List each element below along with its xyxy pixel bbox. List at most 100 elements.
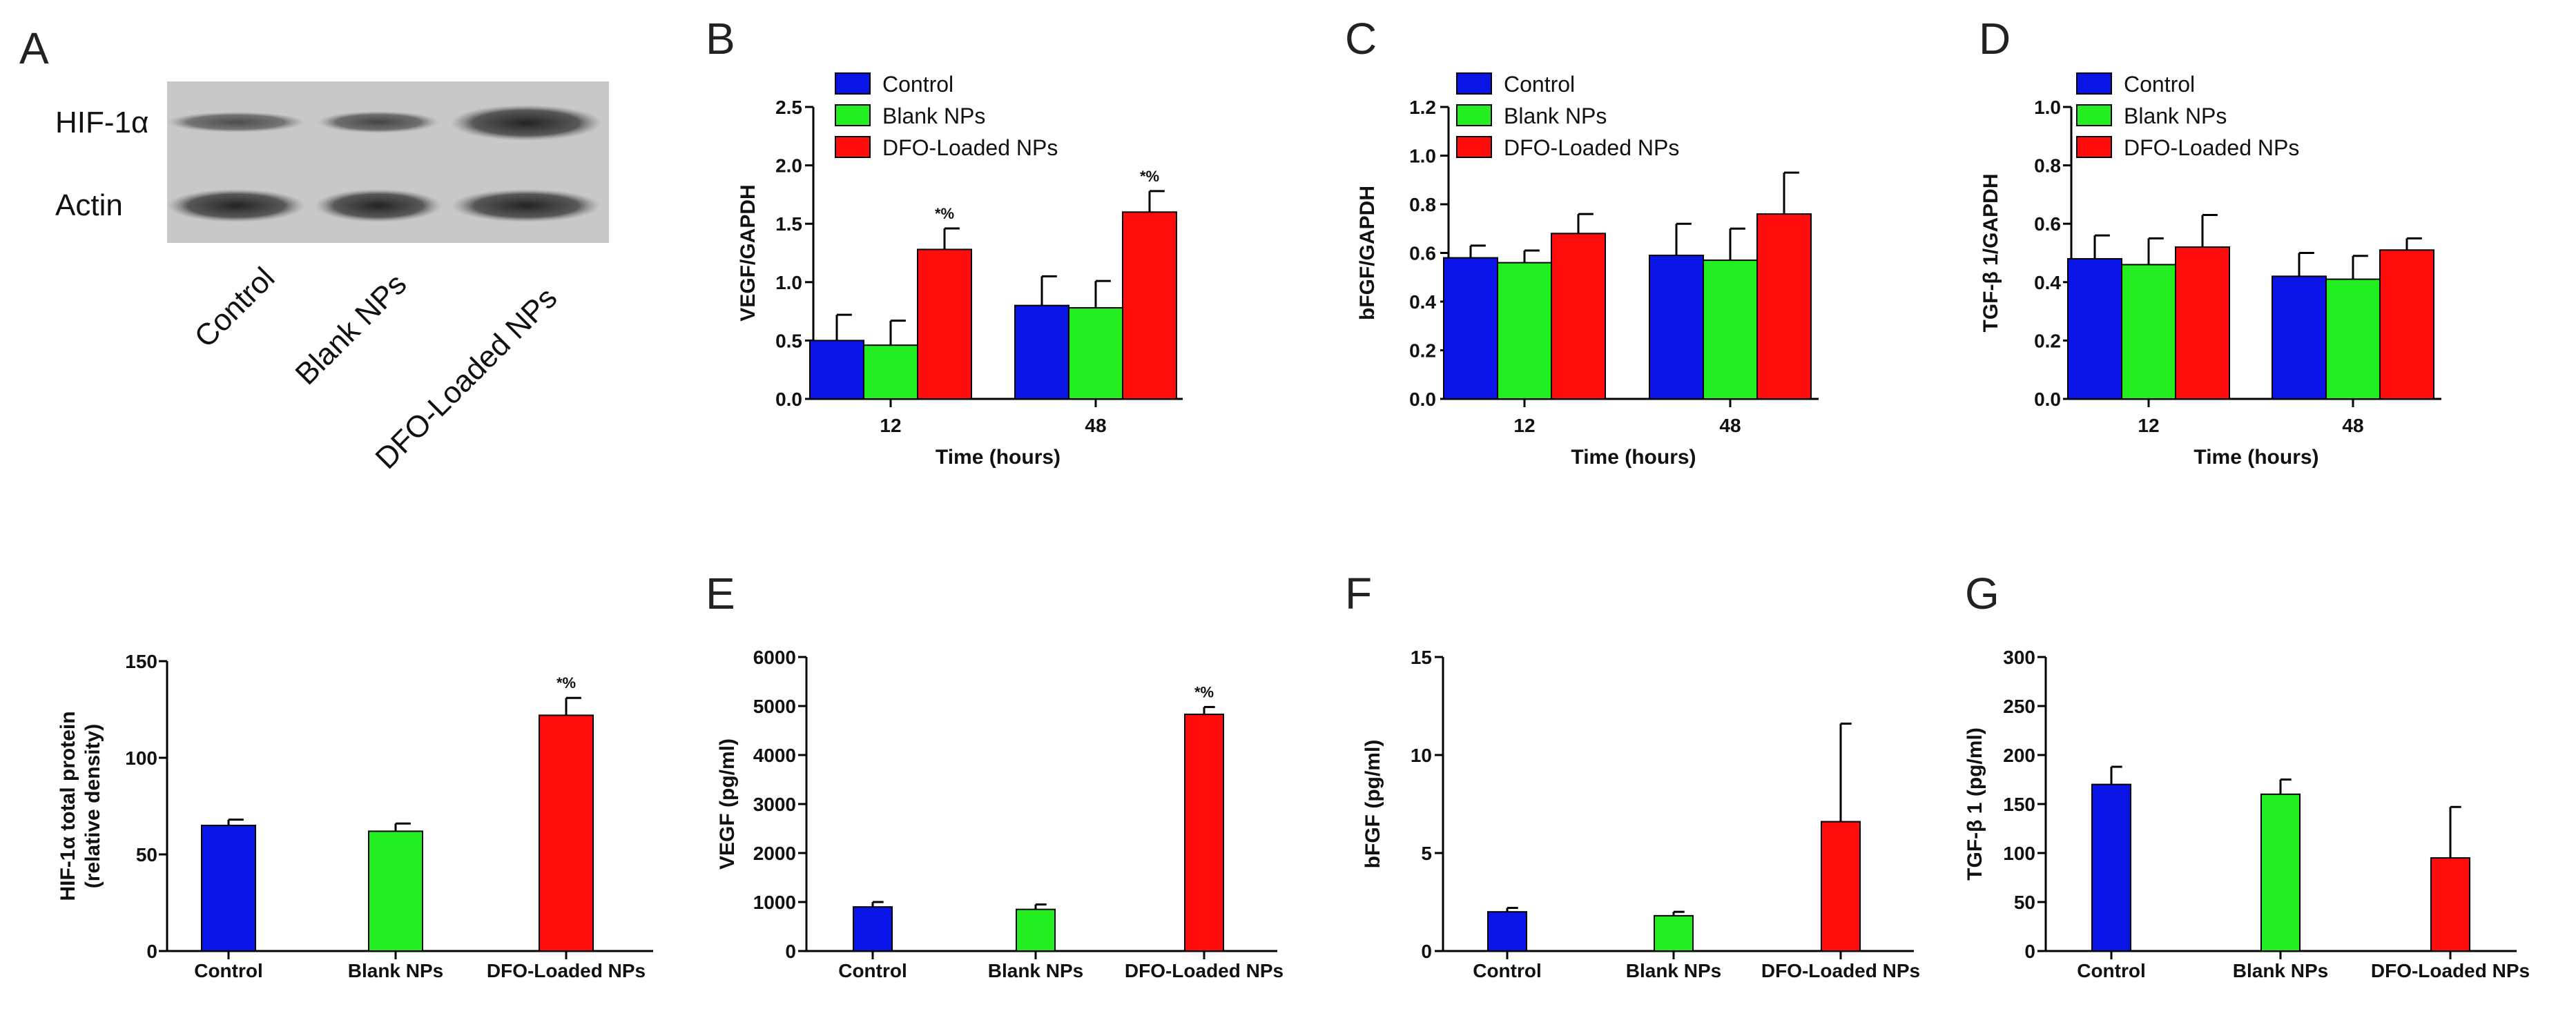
y-tick-label: 5 (1421, 843, 1432, 864)
legend-label-blank-nps: Blank NPs (1504, 104, 1607, 128)
y-tick-label: 2.0 (775, 155, 802, 177)
panel-letter-b: B (706, 14, 735, 63)
x-tick-label: 12 (880, 415, 901, 436)
y-tick-label: 100 (2003, 843, 2035, 864)
bar-control-12 (809, 340, 864, 400)
bar-dfo-loaded-nps-48 (1122, 211, 1177, 400)
annotation-dfo-loaded-nps: *% (556, 674, 576, 692)
y-tick-label: 0.2 (2034, 330, 2061, 351)
western-blot: HIF-1α Actin Control Blank NPs DFO-Loade… (55, 81, 609, 476)
y-tick-label: 5000 (753, 696, 796, 717)
annotation-dfo-loaded-nps-12: *% (935, 205, 954, 222)
legend-label-control: Control (1504, 72, 1575, 97)
y-tick-label: 10 (1411, 745, 1432, 766)
x-tick-label: Control (2077, 960, 2146, 981)
bar-blank-nps-48 (2325, 278, 2381, 400)
legend-swatch-control (835, 72, 871, 95)
x-axis-label: Time (hours) (1571, 446, 1696, 469)
y-tick-label: 0.8 (2034, 155, 2061, 177)
bar-control-48 (1649, 255, 1704, 400)
legend-swatch-control (1456, 72, 1492, 95)
bar-blank-nps-12 (863, 344, 918, 400)
legend-label-dfo-loaded-nps: DFO-Loaded NPs (2124, 135, 2299, 160)
x-tick-label: Blank NPs (2233, 960, 2329, 981)
y-tick-label: 150 (2003, 794, 2035, 815)
bar-control (2091, 783, 2131, 952)
y-tick-label: 0.6 (2034, 213, 2061, 235)
y-tick-label: 0.8 (1409, 194, 1436, 215)
y-tick-label: 50 (136, 844, 157, 865)
y-tick-label: 300 (2003, 647, 2035, 668)
y-axis-label: TGF-β 1/GAPDH (1979, 174, 2002, 333)
y-tick-label: 15 (1411, 647, 1432, 668)
bar-dfo-loaded-nps-12 (1551, 233, 1606, 400)
bar-control-12 (2067, 257, 2122, 400)
y-axis-label: bFGF (pg/ml) (1362, 740, 1384, 869)
y-tick-label: 2.5 (775, 97, 802, 118)
x-tick-label: 12 (2138, 415, 2159, 436)
bar-dfo-loaded-nps (1184, 714, 1224, 952)
bar-blank-nps-48 (1068, 307, 1123, 400)
y-tick-label: 100 (125, 747, 157, 769)
blot-row-label-hif1a: HIF-1α (55, 106, 148, 139)
bar-dfo-loaded-nps (2430, 857, 2470, 952)
bar-dfo-loaded-nps (1821, 821, 1861, 952)
x-tick-label: Blank NPs (988, 960, 1084, 981)
hif1a-band-blank-nps (318, 111, 439, 133)
y-tick-label: 1.2 (1409, 97, 1436, 118)
panel-letter-f: F (1345, 569, 1372, 618)
annotation-dfo-loaded-nps-48: *% (1140, 168, 1159, 185)
bar-dfo-loaded-nps-48 (2379, 249, 2434, 400)
y-tick-label: 4000 (753, 745, 796, 766)
y-tick-label: 0.0 (1409, 389, 1436, 410)
bar-dfo-loaded-nps-48 (1756, 213, 1812, 400)
panel-letter-d: D (1979, 14, 2011, 63)
x-tick-label: DFO-Loaded NPs (1761, 960, 1920, 981)
y-axis-label-secondary: (relative density) (81, 724, 104, 888)
y-tick-label: 6000 (753, 647, 796, 668)
hif1a-band-dfo-loaded-nps (450, 105, 602, 141)
y-tick-label: 0 (785, 941, 796, 962)
bar-control-12 (1443, 257, 1498, 400)
x-axis-label: Time (hours) (2194, 446, 2318, 469)
y-tick-label: 200 (2003, 745, 2035, 766)
y-tick-label: 1.0 (1409, 146, 1436, 167)
y-axis-label: HIF-1α total protein (57, 711, 79, 901)
blot-lane-label-dfo-loaded-nps: DFO-Loaded NPs (369, 281, 563, 476)
x-tick-label: DFO-Loaded NPs (487, 960, 646, 981)
y-tick-label: 0 (146, 941, 157, 962)
y-axis-label: bFGF/GAPDH (1356, 186, 1379, 320)
chart-tgfb1-mrna: 0.0 0.2 0.4 0.6 0.8 1.0 TGF-β 1/GAPDH 12 48 Time … (1979, 72, 2441, 469)
bar-blank-nps-48 (1703, 259, 1758, 400)
x-tick-label: Control (838, 960, 907, 981)
panel-letter-g: G (1965, 569, 1999, 618)
bar-dfo-loaded-nps (539, 714, 594, 952)
y-tick-label: 3000 (753, 794, 796, 815)
bar-control-48 (2272, 275, 2327, 400)
y-tick-label: 1000 (753, 892, 796, 913)
legend-swatch-blank-nps (2076, 104, 2112, 126)
bar-dfo-loaded-nps-12 (2175, 246, 2230, 400)
bar-blank-nps (1654, 914, 1694, 952)
y-tick-label: 1.0 (2034, 97, 2061, 118)
x-tick-label: 48 (1085, 415, 1106, 436)
legend-swatch-control (2076, 72, 2112, 95)
legend-swatch-blank-nps (835, 104, 871, 126)
legend-label-blank-nps: Blank NPs (882, 104, 985, 128)
panel-letter-a: A (19, 23, 49, 73)
chart-vegf-mrna: 0.0 0.5 1.0 1.5 2.0 2.5 VEGF/GAPDH *% 12 *% 48 Time… (737, 72, 1183, 469)
legend-swatch-dfo-loaded-nps (835, 136, 871, 158)
x-axis-label: Time (hours) (936, 446, 1061, 469)
bar-blank-nps (2260, 793, 2301, 952)
y-tick-label: 0.0 (2034, 389, 2061, 410)
y-tick-label: 0 (1421, 941, 1432, 962)
y-tick-label: 250 (2003, 696, 2035, 717)
legend-label-control: Control (2124, 72, 2195, 97)
bar-control (1487, 911, 1527, 952)
x-tick-label: Control (194, 960, 263, 981)
y-tick-label: 0.2 (1409, 340, 1436, 362)
actin-band-blank-nps (315, 189, 442, 222)
legend-label-dfo-loaded-nps: DFO-Loaded NPs (882, 135, 1058, 160)
bar-control-48 (1014, 304, 1069, 400)
annotation-dfo-loaded-nps: *% (1194, 683, 1214, 701)
